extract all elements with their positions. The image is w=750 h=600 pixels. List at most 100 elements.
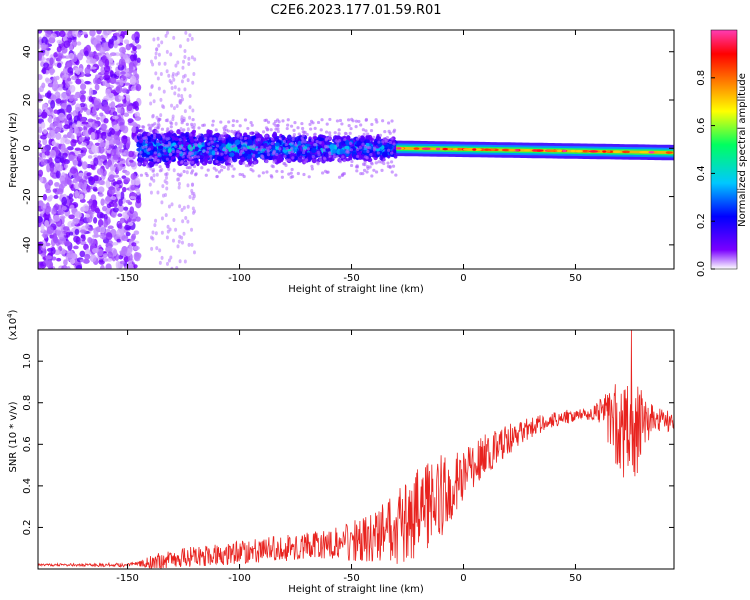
y-tick-label: 0.4	[22, 478, 33, 494]
spectrogram-cell	[117, 117, 125, 127]
spectrogram-cell	[285, 126, 289, 131]
spectrogram-cell	[103, 218, 109, 228]
spectrogram-cell	[315, 139, 319, 144]
spectrogram-cell	[191, 210, 195, 215]
spectrogram-cell	[332, 155, 337, 159]
spectrogram-cell	[335, 119, 340, 123]
spectrogram-cell	[390, 137, 394, 141]
spectrogram-cell	[97, 159, 103, 166]
spectrogram-cell	[155, 139, 160, 144]
spectrogram-cell	[177, 177, 181, 182]
spectrogram-cell	[301, 156, 306, 160]
spectrogram-cell	[372, 135, 376, 139]
spectrogram-cell	[42, 103, 48, 107]
spectrogram-cell	[183, 73, 187, 78]
spectrogram-cell	[241, 173, 245, 177]
spectrogram-cell	[190, 138, 195, 144]
spectrogram-cell	[328, 131, 332, 135]
spectrogram-cell	[232, 167, 236, 171]
spectrogram-cell	[119, 149, 125, 153]
spectrogram-cell	[388, 131, 392, 135]
spectrogram-cell	[214, 148, 218, 152]
spectrogram-cell	[392, 142, 396, 146]
spectrogram-cell	[374, 161, 378, 165]
spectrogram-cell	[66, 77, 72, 82]
spectrogram-cell	[49, 33, 57, 39]
spectrogram-cell	[224, 128, 229, 132]
spectrogram-cell	[266, 149, 271, 153]
spectrogram-cell	[183, 54, 187, 59]
spectrogram-cell	[338, 118, 343, 123]
spectrogram-cell	[272, 131, 278, 138]
svg-text:(x104): (x104)	[6, 309, 19, 340]
spectrogram-cell	[269, 128, 273, 132]
spectrogram-cell	[216, 156, 222, 161]
spectrogram-cell	[159, 113, 163, 118]
spectrogram-cell	[354, 125, 358, 129]
spectrogram-cell	[91, 123, 99, 129]
spectrogram-cell	[161, 139, 166, 144]
spectrogram-cell	[172, 106, 176, 111]
spectrogram-cell	[369, 152, 373, 157]
spectrogram-cell	[231, 123, 235, 128]
spectrogram-cell	[59, 155, 65, 164]
spectrogram-cell	[134, 111, 141, 118]
spectrogram-cell	[253, 161, 257, 165]
spectrogram-cell	[148, 132, 152, 136]
spectrogram-cell	[92, 106, 97, 115]
spectrogram-cell	[149, 101, 153, 106]
spectrogram-cell	[109, 52, 117, 57]
spectrogram-cell	[40, 223, 45, 232]
spectrogram-cell	[61, 196, 68, 206]
spectrogram-cell	[48, 179, 54, 186]
spectrogram-cell	[385, 135, 389, 140]
spectrogram-cell	[376, 147, 381, 152]
spectrogram-cell	[182, 59, 186, 64]
spectrogram-cell	[244, 141, 248, 145]
spectrogram-cell	[114, 130, 121, 135]
spectrogram-cell	[76, 32, 82, 38]
spectrogram-cell	[99, 142, 106, 148]
spectrogram-cell	[381, 140, 385, 144]
spectrogram-cell	[41, 82, 46, 89]
spectrogram-cell	[396, 147, 402, 150]
spectrogram-cell	[66, 113, 73, 121]
spectrogram-cell	[305, 132, 309, 137]
spectrogram-cell	[154, 71, 158, 76]
spectrogram-cell	[103, 74, 110, 78]
spectrogram-cell	[45, 255, 53, 260]
spectrogram-cell	[280, 169, 284, 174]
spectrogram-cell	[355, 154, 360, 159]
spectrogram-cell	[56, 164, 64, 172]
spectrogram-cell	[115, 260, 121, 269]
spectrogram-cell	[391, 164, 396, 168]
spectrogram-cell	[311, 138, 315, 142]
spectrogram-cell	[118, 95, 125, 100]
spectrogram-cell	[183, 109, 187, 114]
spectrogram-cell	[65, 253, 72, 262]
spectrogram-cell	[116, 190, 121, 200]
spectrogram-cell	[185, 170, 189, 175]
spectrogram-cell	[154, 218, 158, 223]
spectrogram-cell	[184, 216, 188, 221]
spectrogram-cell	[308, 122, 312, 127]
spectrogram-cell	[93, 157, 99, 167]
spectrogram-cell	[176, 129, 181, 135]
spectrogram-cell	[82, 204, 89, 212]
spectrogram-cell	[106, 245, 113, 253]
spectrogram-cell	[160, 230, 164, 235]
spectrogram-cell	[108, 103, 113, 107]
spectrogram-cell	[118, 58, 123, 68]
spectrogram-cell	[134, 256, 141, 262]
spectrogram-cell	[56, 39, 63, 44]
spectrogram-cell	[55, 75, 60, 81]
spectrogram-cell	[362, 149, 368, 154]
spectrogram-cell	[188, 151, 192, 155]
spectrogram-cell	[174, 121, 178, 126]
spectrogram-cell	[337, 158, 342, 162]
spectrogram-cell	[380, 168, 384, 172]
spectrogram-cell	[144, 137, 149, 141]
spectrogram-cell	[275, 152, 279, 157]
spectrogram-cell	[186, 127, 190, 132]
spectrogram-cell	[296, 171, 300, 176]
